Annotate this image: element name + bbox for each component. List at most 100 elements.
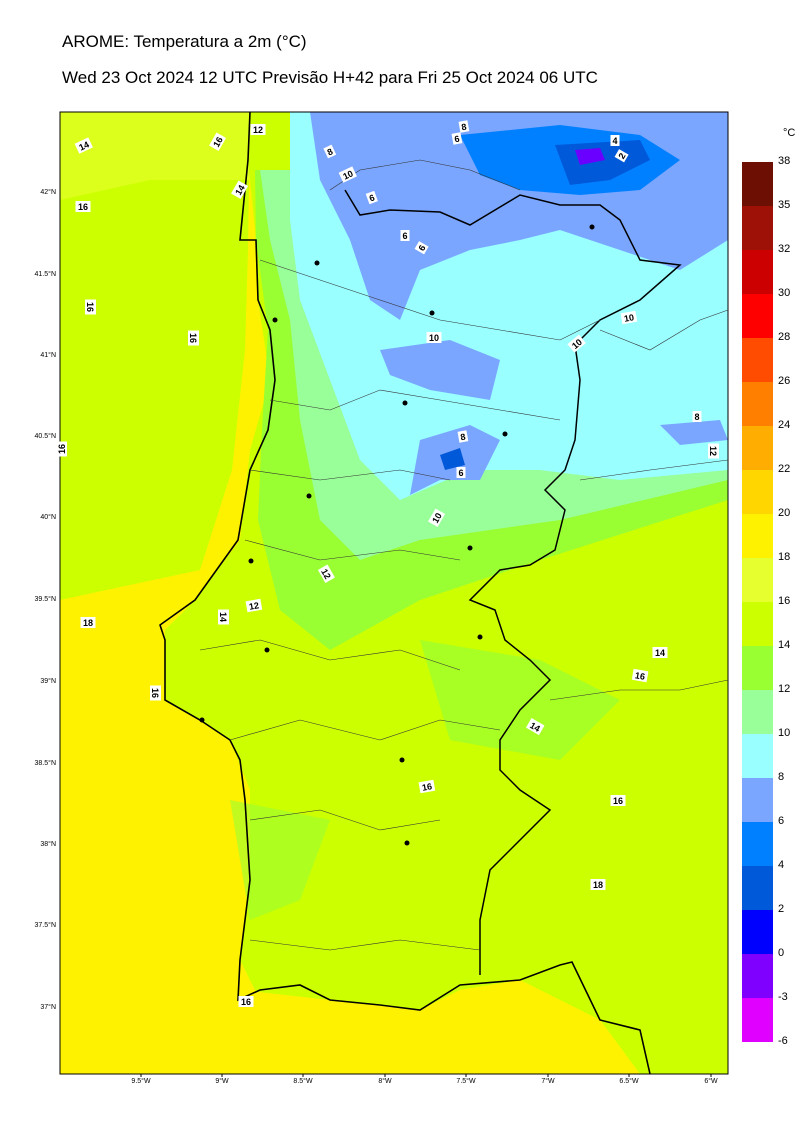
svg-text:14: 14 bbox=[218, 612, 228, 622]
map-frame bbox=[59, 111, 729, 1075]
latitude-label: 37.5°N bbox=[34, 922, 56, 929]
contour-label: 8 bbox=[457, 430, 469, 443]
map-title: AROME: Temperatura a 2m (°C) bbox=[62, 32, 307, 51]
colorbar-swatch bbox=[742, 690, 773, 734]
svg-text:12: 12 bbox=[708, 446, 718, 456]
city-dot bbox=[248, 558, 254, 564]
svg-text:4: 4 bbox=[612, 136, 617, 146]
contour-label: 8 bbox=[323, 144, 337, 159]
contour-label: 16 bbox=[238, 996, 254, 1007]
svg-text:6: 6 bbox=[402, 231, 407, 241]
city-dot bbox=[477, 634, 483, 640]
colorbar-tick-label: 8 bbox=[778, 771, 785, 783]
colorbar-swatch bbox=[742, 734, 773, 778]
colorbar-tick-label: 32 bbox=[778, 243, 791, 255]
svg-text:16: 16 bbox=[613, 796, 623, 806]
city-dot bbox=[199, 717, 205, 723]
contour-label: 16 bbox=[631, 668, 649, 683]
colorbar-swatch bbox=[742, 602, 773, 646]
svg-text:16: 16 bbox=[150, 688, 160, 698]
contour-label: 14 bbox=[231, 180, 249, 199]
colorbar-tick-label: -6 bbox=[778, 1035, 788, 1047]
contour-label: 6 bbox=[456, 467, 466, 478]
svg-text:16: 16 bbox=[634, 670, 646, 682]
contour-label: 12 bbox=[708, 443, 719, 459]
colorbar-swatch bbox=[742, 382, 773, 426]
colorbar-swatch bbox=[742, 954, 773, 998]
colorbar-tick-label: 6 bbox=[778, 815, 785, 827]
contour-label: 6 bbox=[414, 241, 429, 255]
latitude-label: 42°N bbox=[40, 189, 56, 196]
svg-text:16: 16 bbox=[78, 202, 88, 212]
svg-text:16: 16 bbox=[57, 444, 67, 454]
svg-text:8: 8 bbox=[326, 146, 335, 157]
contour-label: 10 bbox=[620, 310, 638, 325]
svg-text:16: 16 bbox=[211, 135, 225, 149]
latitude-label: 41°N bbox=[40, 352, 56, 359]
contour-label: 2 bbox=[614, 149, 629, 163]
colorbar-tick-label: 18 bbox=[778, 551, 791, 563]
city-dot bbox=[429, 310, 435, 316]
latitude-label: 38°N bbox=[40, 841, 56, 848]
svg-text:14: 14 bbox=[655, 648, 665, 658]
colorbar-tick-label: 14 bbox=[778, 639, 791, 651]
longitude-label: 9°W bbox=[215, 1078, 229, 1085]
colorbar-tick-label: 20 bbox=[778, 507, 791, 519]
colorbar-tick-label: 0 bbox=[778, 947, 785, 959]
city-dot bbox=[467, 545, 473, 551]
contour-label: 10 bbox=[426, 332, 442, 343]
svg-text:6: 6 bbox=[416, 243, 427, 252]
svg-text:16: 16 bbox=[188, 333, 198, 343]
colorbar-tick-label: 22 bbox=[778, 463, 791, 475]
svg-text:14: 14 bbox=[233, 183, 247, 197]
contour-label: 10 bbox=[428, 508, 446, 527]
colorbar-unit: °C bbox=[783, 127, 796, 139]
svg-text:2: 2 bbox=[616, 151, 627, 160]
city-dot bbox=[306, 493, 312, 499]
contour-label: 14 bbox=[74, 137, 93, 154]
longitude-label: 7°W bbox=[541, 1078, 555, 1085]
svg-text:10: 10 bbox=[341, 168, 354, 181]
latitude-label: 41.5°N bbox=[34, 271, 56, 278]
contour-label: 4 bbox=[610, 135, 620, 146]
colorbar-swatch bbox=[742, 294, 773, 338]
contour-label: 16 bbox=[85, 299, 96, 315]
svg-text:10: 10 bbox=[570, 337, 584, 351]
city-dot bbox=[399, 757, 405, 763]
svg-text:10: 10 bbox=[429, 333, 439, 343]
contour-label: 16 bbox=[418, 779, 436, 794]
colorbar-swatch bbox=[742, 470, 773, 514]
axis-ticks bbox=[140, 1074, 712, 1077]
longitude-label: 8.5°W bbox=[293, 1078, 313, 1085]
svg-text:16: 16 bbox=[241, 997, 251, 1007]
contour-label: 16 bbox=[56, 441, 67, 457]
contour-label: 6 bbox=[400, 230, 410, 241]
city-dot bbox=[402, 400, 408, 406]
city-markers bbox=[199, 224, 595, 846]
contour-label: 8 bbox=[458, 120, 470, 133]
longitude-label: 6.5°W bbox=[619, 1078, 639, 1085]
colorbar-tick-label: 16 bbox=[778, 595, 791, 607]
contour-label: 12 bbox=[245, 598, 263, 613]
contour-label: 14 bbox=[652, 647, 668, 658]
colorbar-tick-label: 30 bbox=[778, 287, 791, 299]
colorbar-swatch bbox=[742, 822, 773, 866]
contour-label: 16 bbox=[150, 685, 161, 701]
svg-text:6: 6 bbox=[454, 134, 461, 145]
latitude-label: 40°N bbox=[40, 514, 56, 521]
contour-label: 14 bbox=[218, 609, 229, 625]
contour-label: 16 bbox=[188, 330, 199, 346]
contour-label: 16 bbox=[75, 201, 91, 212]
colorbar-tick-label: 24 bbox=[778, 419, 791, 431]
colorbar-swatch bbox=[742, 646, 773, 690]
contour-label: 12 bbox=[317, 564, 335, 583]
contour-label: 18 bbox=[590, 879, 606, 890]
svg-text:8: 8 bbox=[460, 432, 467, 443]
svg-text:6: 6 bbox=[458, 468, 463, 478]
svg-text:14: 14 bbox=[528, 720, 542, 734]
colorbar-tick-label: 10 bbox=[778, 727, 791, 739]
colorbar-tick-label: 12 bbox=[778, 683, 791, 695]
colorbar bbox=[742, 162, 773, 1042]
contour-label: 16 bbox=[209, 132, 227, 151]
